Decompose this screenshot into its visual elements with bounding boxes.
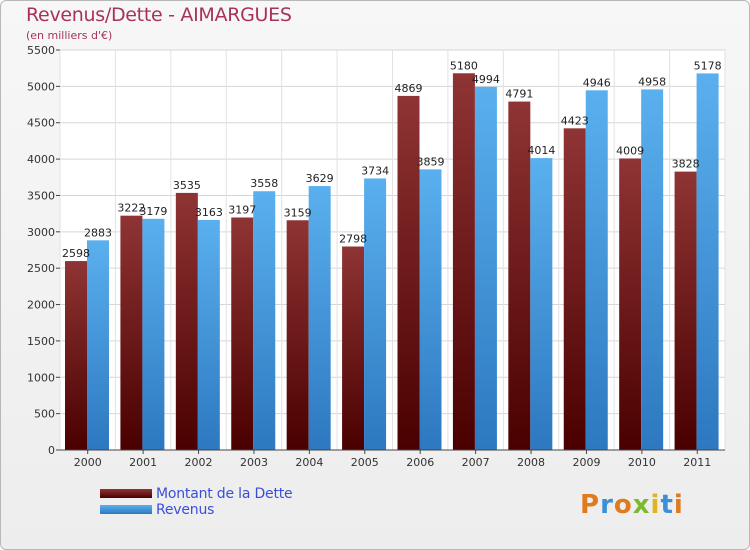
bars: [65, 73, 719, 451]
legend-swatch-revenus: [100, 505, 152, 514]
data-label: 4869: [395, 82, 423, 95]
x-tick-label: 2009: [572, 456, 600, 469]
legend-label-debt: Montant de la Dette: [156, 486, 293, 502]
data-label: 3159: [284, 206, 312, 219]
y-tick-label: 500: [34, 408, 55, 421]
legend-label-revenus: Revenus: [156, 502, 215, 518]
bar-dette: [231, 217, 254, 450]
x-tick-label: 2003: [240, 456, 268, 469]
data-label: 3558: [250, 177, 278, 190]
bar-revenus: [530, 158, 553, 450]
y-tick-label: 2000: [27, 299, 55, 312]
data-label: 2598: [62, 247, 90, 260]
logo-letter: P: [580, 490, 601, 520]
data-label: 2883: [84, 226, 112, 239]
proxiti-logo: Proxiti: [580, 490, 684, 520]
data-label: 3163: [195, 206, 223, 219]
bar-revenus: [87, 240, 109, 450]
bar-revenus: [142, 218, 165, 450]
y-tick-label: 4500: [27, 117, 55, 130]
data-label: 4946: [583, 76, 611, 89]
data-label: 4009: [616, 144, 644, 157]
x-tick-label: 2004: [295, 456, 323, 469]
data-label: 4014: [527, 144, 555, 157]
data-label: 3222: [117, 202, 145, 215]
bar-dette: [508, 101, 531, 451]
bar-revenus: [474, 86, 497, 451]
logo-letter: i: [673, 490, 684, 520]
y-tick-label: 3500: [27, 189, 55, 202]
y-tick-label: 5500: [27, 44, 55, 57]
bar-dette: [452, 73, 475, 450]
bar-dette: [619, 158, 642, 450]
data-label: 3734: [361, 164, 389, 177]
bar-dette: [342, 246, 365, 450]
logo-letter: x: [632, 490, 651, 520]
bar-dette: [397, 95, 420, 451]
data-label: 3179: [139, 205, 167, 218]
x-tick-label: 2008: [517, 456, 545, 469]
x-tick-label: 2000: [74, 456, 102, 469]
data-label: 4958: [638, 75, 666, 88]
y-tick-label: 1500: [27, 335, 55, 348]
legend-swatch-debt: [100, 489, 152, 498]
bar-dette: [175, 192, 198, 450]
data-label: 3535: [173, 179, 201, 192]
bar-revenus: [696, 73, 719, 450]
y-tick-label: 5000: [27, 80, 55, 93]
chart-title: Revenus/Dette - AIMARGUES: [26, 4, 292, 26]
bar-revenus: [253, 191, 276, 450]
x-tick-label: 2007: [462, 456, 490, 469]
x-tick-label: 2010: [628, 456, 656, 469]
y-tick-label: 4000: [27, 153, 55, 166]
x-tick-label: 2001: [129, 456, 157, 469]
bar-dette: [563, 128, 586, 450]
x-tick-label: 2002: [185, 456, 213, 469]
axes: 0 500 1000 1500 2000 2500 3000 3500 4000 4500 5000…: [27, 44, 725, 469]
data-label: 5178: [694, 59, 722, 72]
bar-revenus: [308, 186, 331, 450]
bar-revenus: [585, 90, 608, 451]
data-label: 3629: [306, 172, 334, 185]
x-tick-label: 2011: [683, 456, 711, 469]
logo-letter: t: [660, 490, 674, 520]
bar-revenus: [197, 219, 220, 450]
x-tick-label: 2006: [406, 456, 434, 469]
data-label: 3859: [417, 155, 445, 168]
bar-revenus: [364, 178, 387, 450]
chart-subtitle: (en milliers d'€): [26, 29, 113, 42]
y-tick-label: 0: [48, 444, 55, 457]
logo-letter: r: [600, 490, 614, 520]
y-tick-label: 1000: [27, 371, 55, 384]
data-label: 4423: [561, 114, 589, 127]
data-label: 2798: [339, 233, 367, 246]
logo-letter: o: [613, 490, 633, 520]
bar-dette: [286, 220, 309, 450]
bar-dette: [674, 171, 697, 450]
bar-revenus: [641, 89, 664, 450]
data-label: 4994: [472, 73, 500, 86]
logo-letter: i: [650, 490, 661, 520]
data-label: 3197: [228, 203, 256, 216]
data-label: 3828: [672, 158, 700, 171]
bar-dette: [120, 215, 143, 450]
bar-dette: [65, 261, 87, 450]
y-tick-label: 3000: [27, 226, 55, 239]
data-label: 5180: [450, 59, 478, 72]
bar-revenus: [419, 169, 442, 450]
x-tick-label: 2005: [351, 456, 379, 469]
data-label: 4791: [505, 88, 533, 101]
y-tick-label: 2500: [27, 262, 55, 275]
